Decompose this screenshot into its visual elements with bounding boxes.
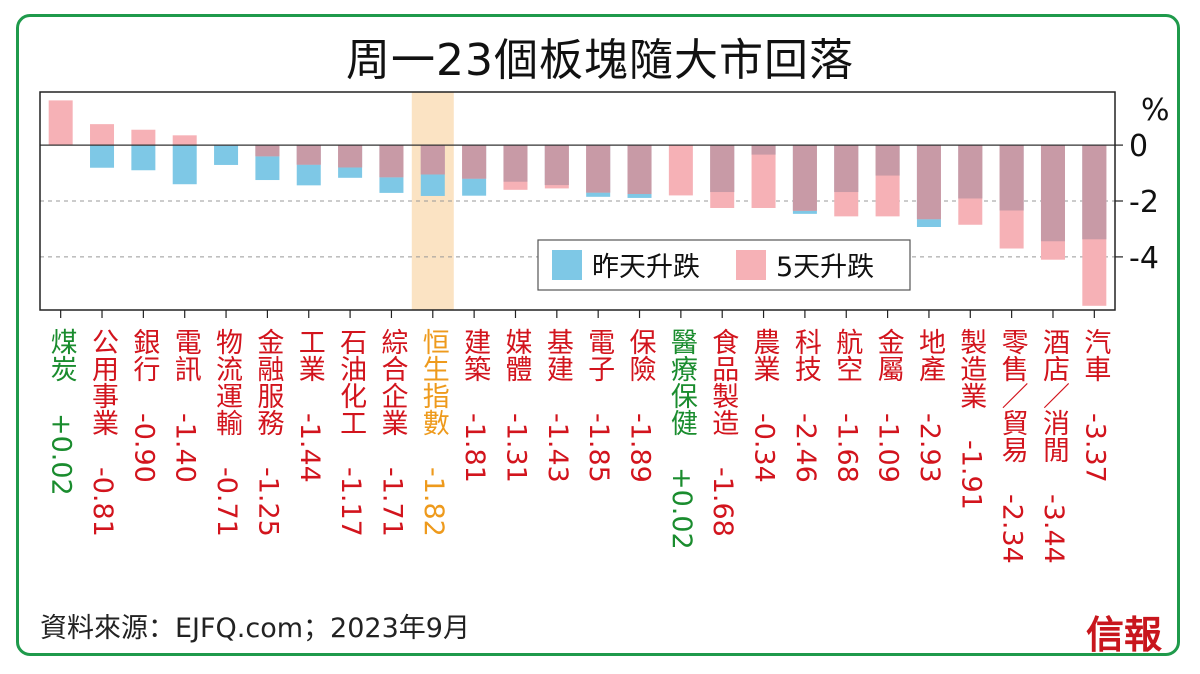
bar-overlap [958, 145, 983, 199]
category-label: 金屬 -1.09 [872, 328, 904, 483]
bar-overlap [1040, 145, 1065, 242]
category-label: 綜合企業 -1.71 [376, 328, 408, 537]
y-axis-unit: % [1141, 93, 1170, 128]
legend-label-daily: 昨天升跌 [592, 252, 700, 283]
bar-overlap [586, 145, 611, 193]
bar-overlap [916, 145, 941, 220]
bar-overlap [544, 145, 569, 186]
bar-daily [214, 145, 239, 165]
category-label: 電子 -1.85 [583, 328, 615, 483]
bar-five-day [48, 100, 73, 146]
bar-daily [90, 145, 115, 168]
bar-five-day [172, 135, 197, 146]
bar-overlap [792, 145, 817, 211]
category-label: 航空 -1.68 [831, 328, 863, 483]
category-label: 恒生指數 -1.82 [417, 328, 449, 537]
category-label: 基建 -1.43 [541, 328, 573, 483]
bar-five-day [131, 129, 156, 146]
bar-overlap [999, 145, 1024, 211]
category-label: 建築 -1.81 [459, 328, 491, 483]
bar-overlap [710, 145, 735, 193]
publisher-logo: 信報 [1086, 612, 1163, 657]
bar-overlap [420, 145, 445, 175]
bar-overlap [834, 145, 859, 193]
category-label: 保險 -1.89 [624, 328, 656, 483]
bar-overlap [338, 145, 363, 168]
legend-swatch-five-day [736, 250, 766, 280]
legend-box [537, 239, 911, 291]
category-label: 公用事業 -0.81 [87, 328, 119, 537]
category-label: 銀行 -0.90 [128, 328, 160, 483]
legend: 昨天升跌 5天升跌 [537, 239, 911, 291]
category-label: 醫療保健 +0.02 [665, 328, 697, 550]
bar-daily [131, 145, 156, 171]
legend-swatch-daily [552, 250, 582, 280]
category-label: 媒體 -1.31 [500, 328, 532, 483]
bar-overlap [875, 145, 900, 176]
category-label: 製造業 -1.91 [955, 328, 987, 510]
chart-frame [16, 14, 1180, 656]
category-label: 煤炭 +0.02 [45, 328, 77, 496]
y-tick-label: -4 [1129, 241, 1159, 276]
category-label: 汽車 -3.37 [1079, 328, 1111, 483]
bar-overlap [1082, 145, 1107, 240]
source-note: 資料來源：EJFQ.com；2023年9月 [40, 613, 470, 644]
category-label: 工業 -1.44 [293, 328, 325, 483]
bar-overlap [379, 145, 404, 178]
bar-overlap [255, 145, 280, 157]
chart-title: 周一23個板塊隨大市回落 [346, 35, 854, 86]
y-tick-label: 0 [1129, 129, 1148, 164]
bar-overlap [627, 145, 652, 195]
category-label: 食品製造 -1.68 [707, 328, 739, 537]
category-label: 電訊 -1.40 [169, 328, 201, 483]
category-label: 金融服務 -1.25 [252, 328, 284, 537]
bar-overlap [462, 145, 487, 179]
bar-five-day [668, 145, 693, 196]
category-label: 石油化工 -1.17 [335, 328, 367, 537]
y-tick-label: -2 [1129, 185, 1159, 220]
category-label: 農業 -0.34 [748, 328, 780, 483]
category-label: 地產 -2.93 [913, 328, 945, 483]
category-label: 零售／貿易 -2.34 [996, 328, 1028, 564]
category-label: 物流運輸 -0.71 [211, 328, 243, 537]
category-label: 酒店／消閒 -3.44 [1037, 328, 1069, 564]
bar-five-day [751, 145, 776, 208]
bar-daily [172, 145, 197, 185]
bar-overlap [751, 145, 776, 155]
bar-overlap [296, 145, 321, 165]
legend-label-five-day: 5天升跌 [776, 252, 874, 283]
bar-overlap [503, 145, 528, 182]
bar-five-day [90, 124, 115, 146]
category-label: 科技 -2.46 [789, 328, 821, 483]
